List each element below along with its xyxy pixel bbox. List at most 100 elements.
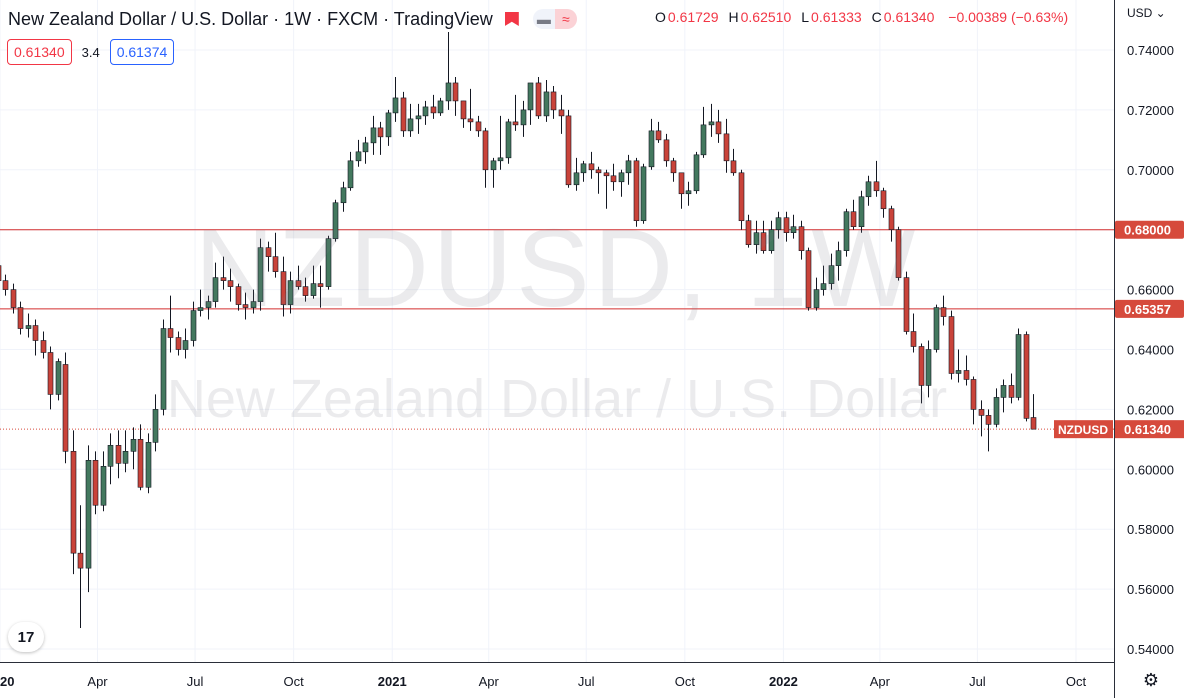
candle-body bbox=[730, 160, 737, 174]
candle-body bbox=[753, 232, 760, 245]
minus-icon[interactable]: ▬ bbox=[536, 11, 551, 27]
candle-body bbox=[452, 82, 459, 102]
symbol-title[interactable]: New Zealand Dollar / U.S. Dollar · 1W · … bbox=[8, 8, 493, 29]
candle-body bbox=[182, 340, 189, 350]
candle bbox=[482, 127, 489, 188]
candle bbox=[332, 199, 339, 242]
candle bbox=[47, 346, 54, 410]
ohlc-o: O 0.61729 bbox=[655, 9, 719, 25]
candle-body bbox=[25, 325, 32, 329]
candle-body bbox=[895, 229, 902, 278]
candle bbox=[865, 175, 872, 206]
candle-body bbox=[1008, 385, 1015, 398]
candle bbox=[152, 394, 159, 452]
currency-selector[interactable]: USD ⌄ bbox=[1127, 6, 1166, 20]
sell-button[interactable]: 0.61340 bbox=[7, 39, 72, 65]
candle-body bbox=[370, 127, 377, 144]
candle-body bbox=[310, 283, 317, 296]
candle bbox=[460, 100, 467, 128]
candle-body bbox=[663, 139, 670, 162]
level-label: 0.68000 bbox=[1124, 223, 1171, 238]
candle-body bbox=[265, 247, 272, 257]
candle bbox=[603, 169, 610, 209]
flag-icon[interactable] bbox=[504, 12, 519, 26]
candle bbox=[610, 163, 617, 191]
candle-body bbox=[918, 346, 925, 386]
candle bbox=[948, 310, 955, 380]
candle bbox=[197, 289, 204, 317]
gear-icon[interactable]: ⚙ bbox=[1142, 670, 1160, 690]
candle-body bbox=[205, 301, 212, 308]
candle bbox=[295, 265, 302, 290]
candle-body bbox=[2, 280, 9, 290]
candle-body bbox=[648, 130, 655, 168]
candle bbox=[558, 94, 565, 134]
candle bbox=[167, 295, 174, 353]
candle-body bbox=[700, 124, 707, 156]
candle bbox=[32, 319, 39, 356]
candle bbox=[985, 409, 992, 452]
candle-body bbox=[490, 160, 497, 171]
candle-body bbox=[963, 370, 970, 380]
candle bbox=[670, 157, 677, 182]
candle bbox=[918, 343, 925, 404]
candle-body bbox=[152, 409, 159, 443]
candle bbox=[805, 247, 812, 311]
candle bbox=[190, 301, 197, 347]
candle bbox=[775, 211, 782, 239]
current-price-label-bg bbox=[1115, 420, 1184, 439]
horizontal-levels bbox=[0, 229, 1114, 430]
candle bbox=[768, 220, 775, 254]
candle bbox=[205, 295, 212, 320]
y-tick-label: 0.62000 bbox=[1127, 402, 1174, 417]
candle-body bbox=[497, 157, 504, 162]
candle bbox=[618, 169, 625, 197]
candle bbox=[385, 109, 392, 146]
x-tick-label: 2020 bbox=[0, 674, 14, 689]
candle-body bbox=[295, 280, 302, 287]
candle bbox=[145, 433, 152, 494]
candle-body bbox=[933, 307, 940, 350]
candle bbox=[355, 139, 362, 167]
candle-body bbox=[910, 331, 917, 347]
candle bbox=[475, 115, 482, 137]
candle bbox=[122, 430, 129, 473]
candle bbox=[745, 214, 752, 248]
candle-body bbox=[618, 172, 625, 183]
candle-body bbox=[175, 337, 182, 350]
candle-body bbox=[625, 160, 632, 174]
y-tick-label: 0.72000 bbox=[1127, 103, 1174, 118]
candle-body bbox=[512, 121, 519, 126]
candle bbox=[993, 388, 1000, 428]
candle bbox=[160, 319, 167, 416]
candle bbox=[685, 181, 692, 206]
wave-icon[interactable]: ≈ bbox=[554, 9, 577, 29]
candle bbox=[452, 76, 459, 116]
candle bbox=[235, 283, 242, 311]
buy-button[interactable]: 0.61374 bbox=[109, 39, 175, 65]
candle bbox=[437, 97, 444, 116]
x-tick-label: 2022 bbox=[769, 674, 798, 689]
indicator-toggle[interactable]: ▬ ≈ bbox=[532, 9, 577, 29]
candle bbox=[850, 199, 857, 230]
y-tick-label: 0.58000 bbox=[1127, 522, 1174, 537]
candle-body bbox=[280, 271, 287, 305]
candle bbox=[130, 427, 137, 470]
candle bbox=[497, 115, 504, 170]
candle-body bbox=[633, 160, 640, 222]
candle bbox=[55, 358, 62, 401]
candle bbox=[798, 220, 805, 260]
candle bbox=[422, 100, 429, 125]
candle bbox=[888, 205, 895, 242]
candle-body bbox=[1030, 417, 1037, 430]
candle bbox=[565, 109, 572, 188]
candle bbox=[280, 256, 287, 317]
candle bbox=[250, 289, 257, 314]
candle-body bbox=[715, 121, 722, 135]
candle bbox=[858, 190, 865, 233]
tradingview-logo[interactable]: 17 bbox=[8, 622, 44, 652]
candle bbox=[1030, 394, 1037, 430]
candle bbox=[1023, 331, 1030, 422]
